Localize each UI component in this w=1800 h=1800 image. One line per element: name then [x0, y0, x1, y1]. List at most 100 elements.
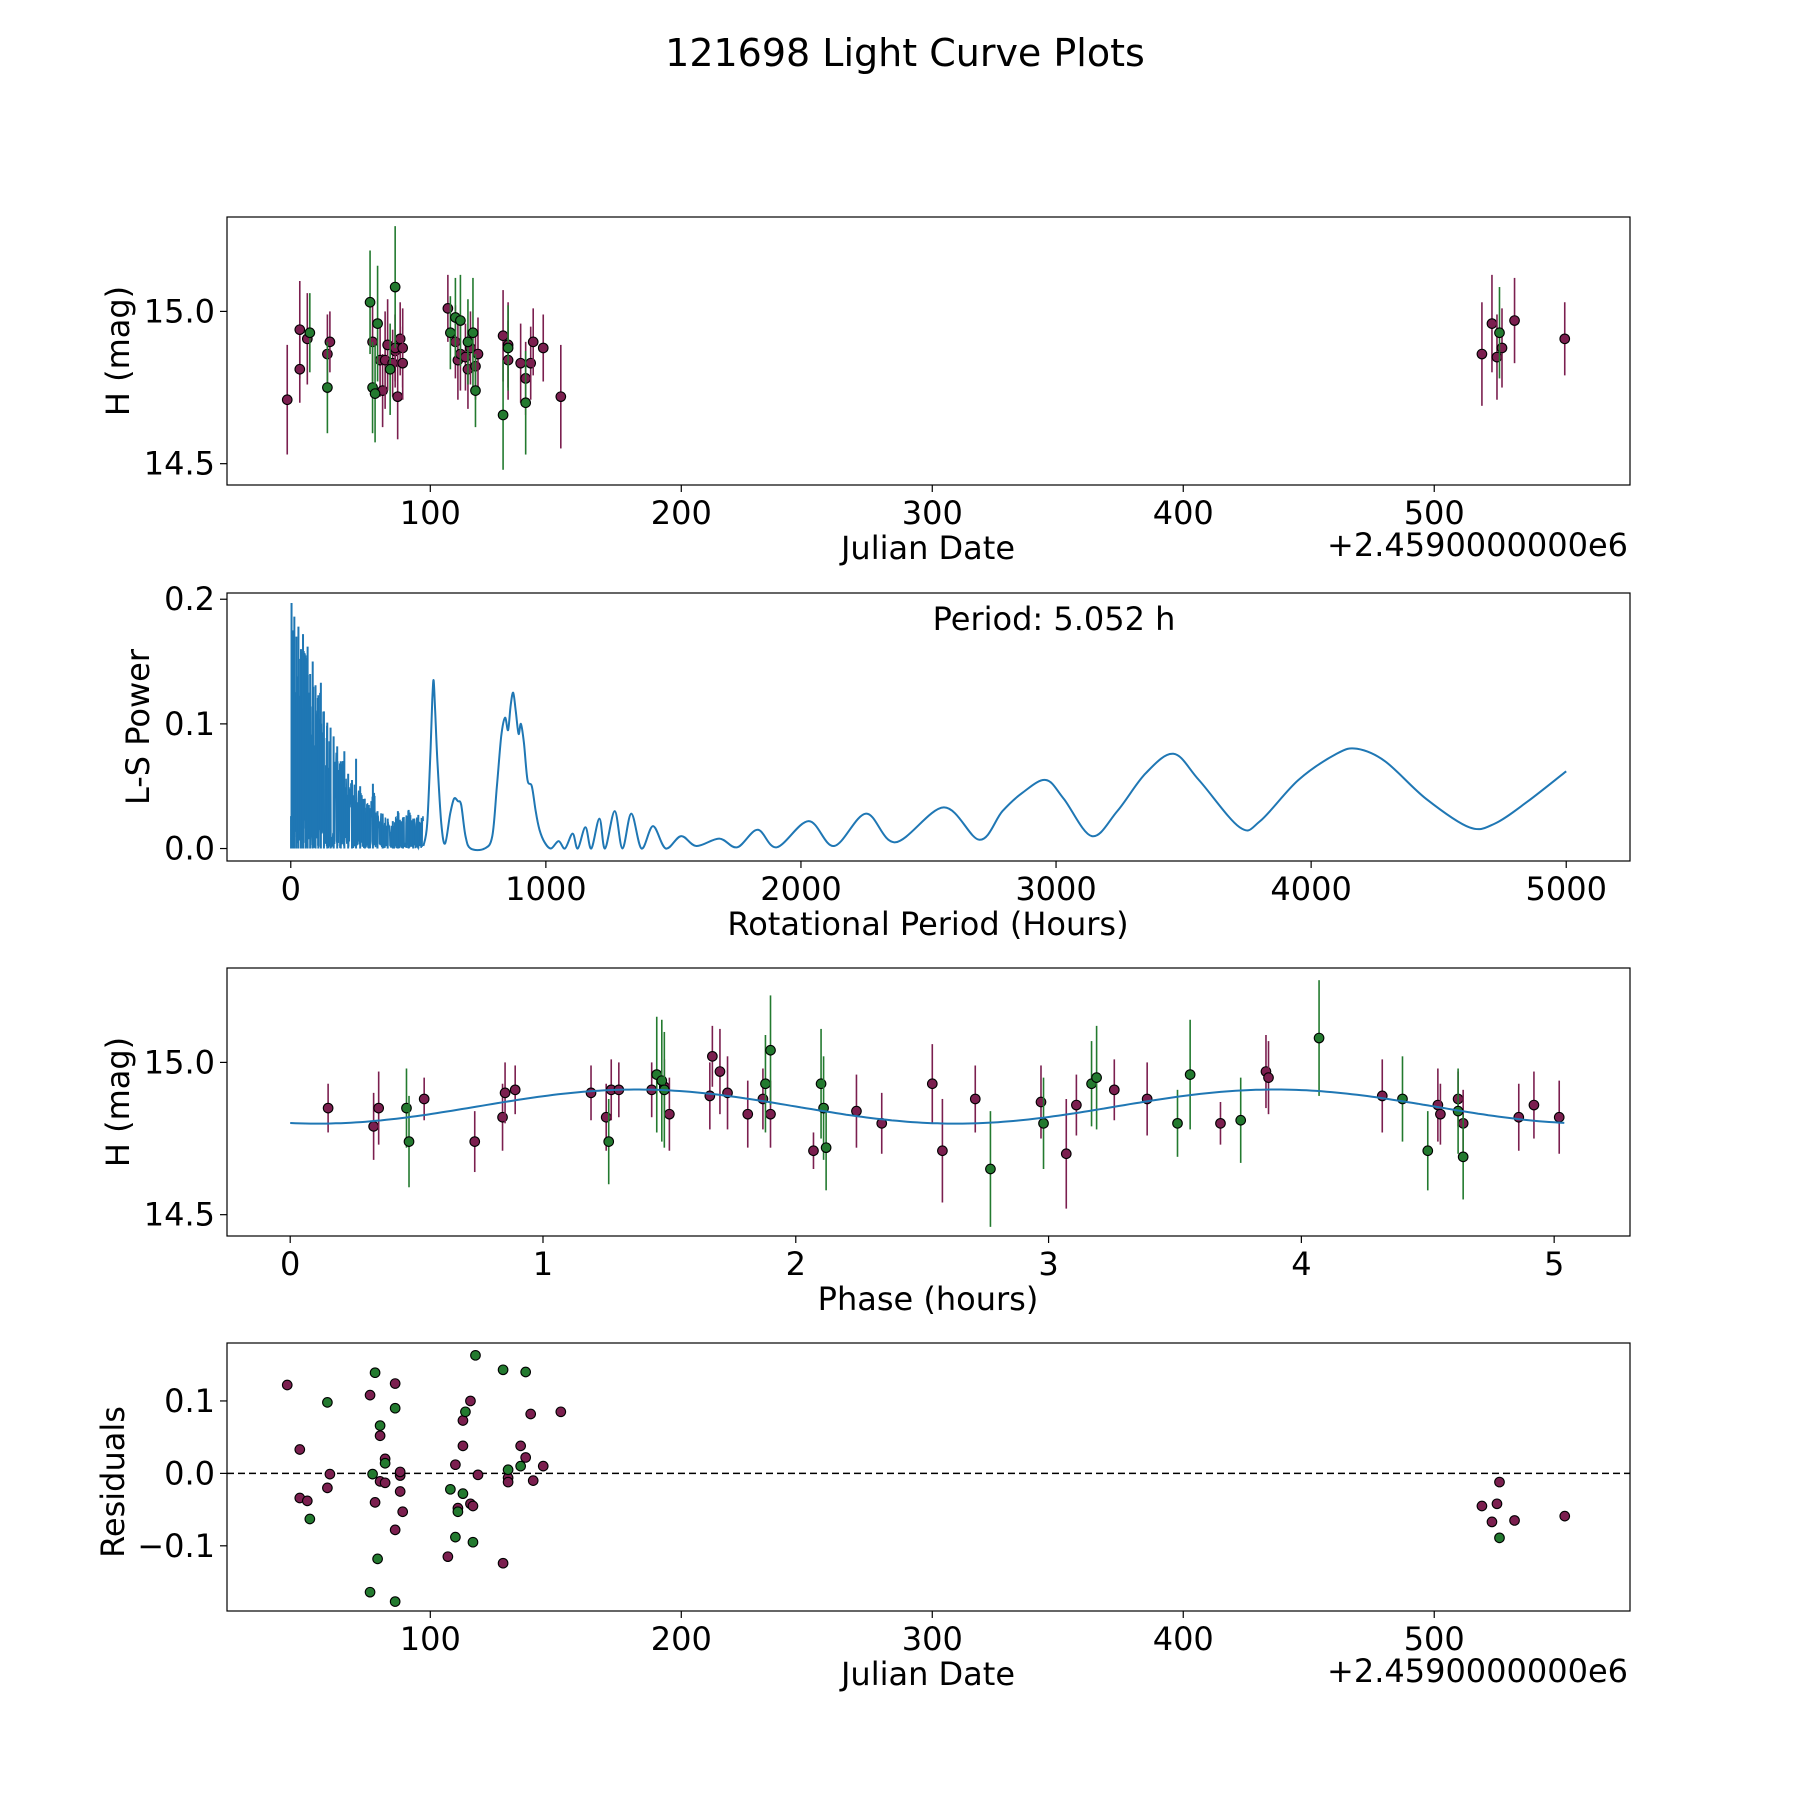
resid-point: [525, 1408, 537, 1420]
phase-point: [1422, 1145, 1434, 1157]
lc-point: [304, 327, 316, 339]
resid-point: [1559, 1510, 1571, 1522]
lc-ylabel: H (mag): [99, 286, 137, 416]
resid-point: [1494, 1532, 1505, 1544]
phase-point: [373, 1102, 385, 1114]
lc-point: [442, 303, 454, 314]
lc-point: [1509, 315, 1520, 326]
ls-ylabel: L-S Power: [119, 648, 157, 805]
resid-point: [515, 1440, 527, 1452]
lc-point: [369, 388, 381, 399]
resid-axes-frame: [226, 1342, 1631, 1612]
lc-point: [394, 333, 406, 345]
ls-xtick-label: 4000: [1270, 870, 1351, 908]
lc-point: [445, 327, 456, 339]
resid-point: [450, 1459, 461, 1471]
resid-point: [281, 1379, 293, 1391]
phase-point: [401, 1102, 412, 1114]
figure-title: 121698 Light Curve Plots: [665, 31, 1145, 75]
phase-point: [1528, 1099, 1540, 1111]
resid-point: [322, 1482, 333, 1494]
lc-point: [467, 327, 479, 339]
resid-point: [364, 1586, 376, 1598]
phase-xtick-label: 1: [533, 1245, 553, 1283]
resid-point: [389, 1524, 401, 1536]
lc-point: [515, 357, 527, 369]
resid-point: [472, 1469, 484, 1481]
ls-ytick-label: 0.0: [164, 830, 215, 868]
lc-xtick-label: 300: [902, 494, 963, 532]
phase-point: [1060, 1148, 1072, 1160]
ls-xlabel: Rotational Period (Hours): [727, 905, 1128, 943]
lc-point: [324, 336, 336, 348]
lc-xtick-label: 100: [400, 494, 461, 532]
resid-ytick-label: −0.1: [137, 1527, 215, 1565]
lc-point: [1496, 342, 1508, 354]
resid-point: [457, 1415, 469, 1426]
phase-xtick-label: 4: [1291, 1245, 1311, 1283]
phase-point: [765, 1108, 776, 1120]
resid-point: [324, 1468, 336, 1480]
resid-point: [389, 1378, 401, 1389]
resid-point: [389, 1402, 401, 1414]
resid-point: [537, 1460, 549, 1472]
resid-point: [527, 1475, 539, 1486]
resid-point: [374, 1420, 386, 1431]
resid-point: [364, 1389, 376, 1401]
lc-point: [294, 324, 306, 336]
lc-ytick-label: 15.0: [144, 292, 215, 330]
phase-point: [497, 1111, 508, 1123]
phase-point: [322, 1102, 334, 1114]
resid-point: [397, 1506, 409, 1518]
phase-point: [1313, 1032, 1325, 1044]
resid-point: [442, 1551, 454, 1563]
phase-xlabel: Phase (hours): [818, 1280, 1039, 1318]
lc-point: [322, 382, 333, 393]
resid-xtick-label: 400: [1153, 1620, 1214, 1658]
lc-xtick-label: 400: [1153, 494, 1214, 532]
resid-xlabel: Julian Date: [839, 1655, 1015, 1693]
ls-ytick-label: 0.2: [164, 580, 215, 618]
resid-point: [301, 1495, 313, 1507]
phase-point: [1035, 1096, 1047, 1108]
lc-point: [1486, 318, 1498, 329]
lc-point: [372, 318, 383, 329]
lc-point: [364, 296, 376, 308]
phase-point: [1184, 1069, 1196, 1080]
phase-point: [1457, 1151, 1469, 1163]
phase-point: [664, 1108, 675, 1120]
lc-point: [497, 409, 509, 421]
resid-xtick-label: 100: [400, 1620, 461, 1658]
phase-point: [499, 1087, 511, 1099]
resid-point: [457, 1440, 469, 1452]
phase-point: [820, 1142, 832, 1154]
panel-light-curve: 100 200 300 400 500 14.5 15.0 Julian Date +2.4…: [99, 216, 1631, 567]
resid-point: [369, 1367, 381, 1379]
phase-point: [1091, 1072, 1102, 1083]
resid-point: [1476, 1500, 1488, 1512]
resid-point: [445, 1483, 456, 1495]
panel-periodogram: 0 1000 2000 3000 4000 5000 0.0 0.1 0.2 Period: 5…: [119, 580, 1631, 943]
phase-point: [585, 1087, 597, 1099]
phase-xtick-label: 3: [1038, 1245, 1058, 1283]
resid-point: [520, 1366, 532, 1378]
phase-point: [1235, 1114, 1247, 1126]
resid-point: [497, 1364, 509, 1376]
resid-point: [465, 1395, 476, 1407]
resid-point: [304, 1513, 316, 1525]
ls-xtick-label: 3000: [1015, 870, 1096, 908]
phase-point: [815, 1078, 827, 1090]
phase-point: [742, 1108, 754, 1120]
resid-point: [502, 1464, 514, 1476]
phase-point: [1263, 1072, 1274, 1083]
ls-xtick-label: 5000: [1526, 870, 1607, 908]
phase-point: [1513, 1111, 1525, 1123]
lc-point: [527, 336, 539, 348]
phase-point: [1435, 1108, 1446, 1120]
lc-ytick-label: 14.5: [144, 445, 215, 483]
resid-point: [379, 1477, 391, 1489]
resid-xtick-label: 500: [1404, 1620, 1465, 1658]
lc-point: [384, 363, 396, 375]
ls-marks-layer: [290, 602, 1567, 852]
resid-point: [369, 1497, 381, 1508]
